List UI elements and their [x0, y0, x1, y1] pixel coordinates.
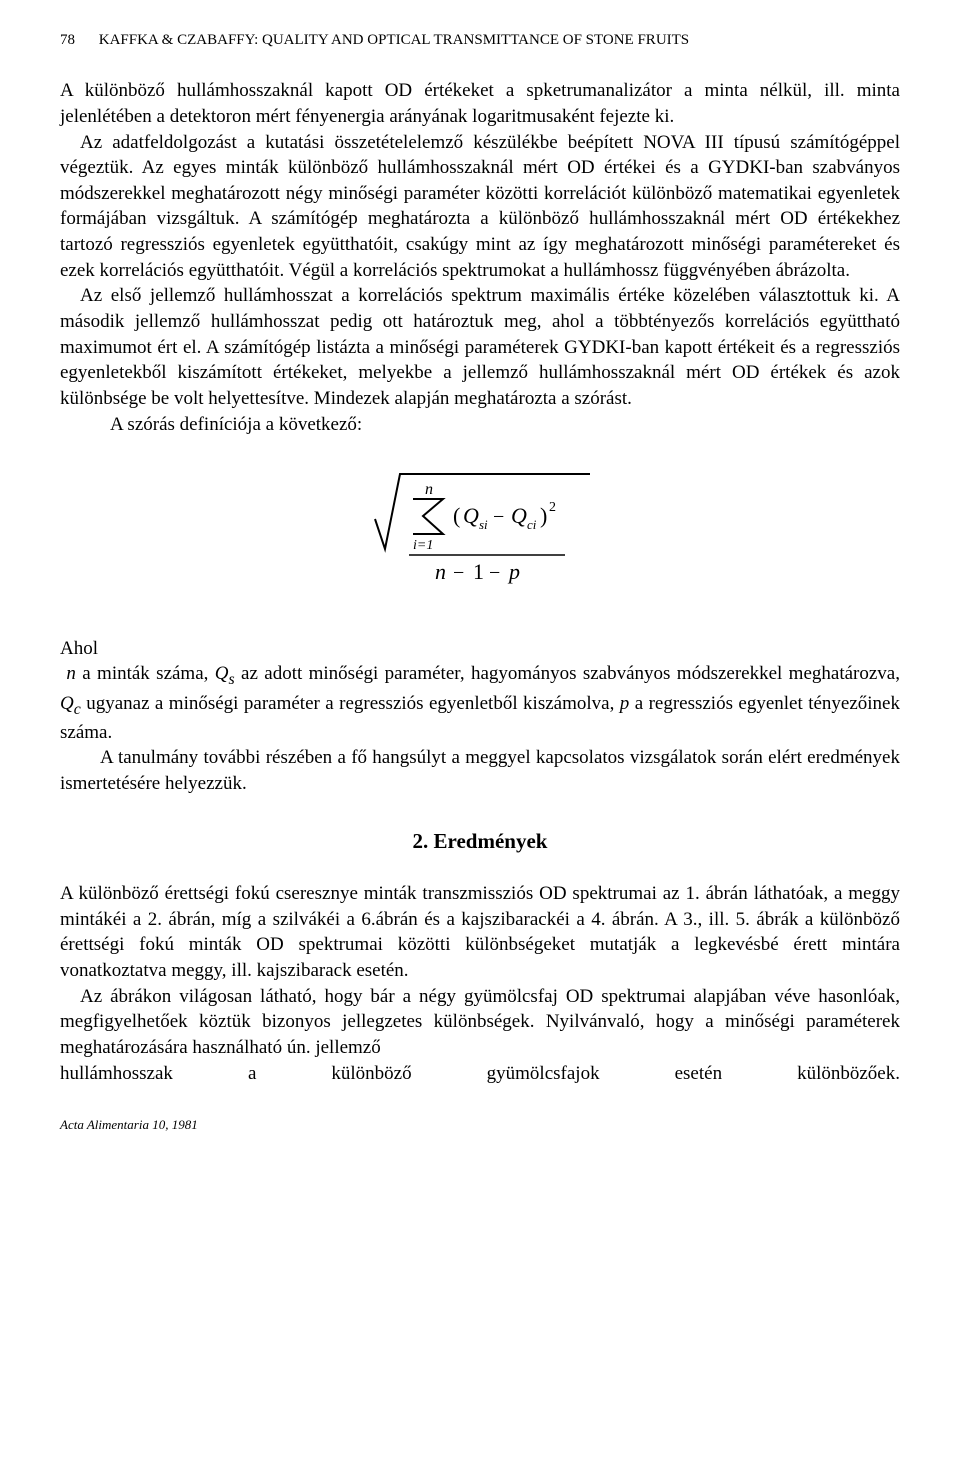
- var-qc: Q: [60, 693, 74, 714]
- svg-text:Q: Q: [511, 503, 527, 528]
- svg-text:Q: Q: [463, 503, 479, 528]
- sigma-lower-limit: i=1: [413, 538, 433, 553]
- page-number: 78: [60, 30, 75, 50]
- word-1: hullámhosszak: [60, 1063, 173, 1084]
- section-heading-results: 2. Eredmények: [60, 827, 900, 855]
- paragraph-7: A különböző érettségi fokú cseresznye mi…: [60, 881, 900, 984]
- where-label: Ahol: [60, 636, 900, 662]
- svg-text:−: −: [489, 562, 500, 584]
- svg-text:−: −: [453, 562, 464, 584]
- svg-text:ci: ci: [527, 517, 537, 532]
- sigma-upper-limit: n: [425, 481, 433, 498]
- var-qs: Q: [215, 663, 229, 684]
- svg-text:p: p: [507, 559, 520, 584]
- paragraph-8-last-line: hullámhosszak a különböző gyümölcsfajok …: [60, 1061, 900, 1087]
- paragraph-8: Az ábrákon világosan látható, hogy bár a…: [60, 984, 900, 1061]
- def-part-b: az adott minőségi paraméter, hagyományos…: [235, 663, 900, 684]
- journal-footer: Acta Alimentaria 10, 1981: [60, 1116, 900, 1134]
- svg-text:(: (: [453, 503, 460, 528]
- word-3: különböző: [331, 1063, 411, 1084]
- paragraph-2: Az adatfeldolgozást a kutatási összetéte…: [60, 130, 900, 284]
- var-qc-sub: c: [74, 700, 81, 717]
- paragraph-3: Az első jellemző hullámhosszat a korrelá…: [60, 283, 900, 411]
- word-5: esetén: [675, 1063, 722, 1084]
- svg-text:2: 2: [549, 500, 556, 515]
- word-2: a: [248, 1063, 256, 1084]
- paragraph-variable-definitions: n a minták száma, Qs az adott minőségi p…: [60, 661, 900, 745]
- word-4: gyümölcsfajok: [487, 1063, 600, 1084]
- svg-text:si: si: [479, 517, 488, 532]
- svg-text:1: 1: [473, 559, 484, 584]
- word-6: különbözőek.: [797, 1063, 900, 1084]
- running-title: KAFFKA & CZABAFFY: QUALITY AND OPTICAL T…: [99, 30, 689, 50]
- var-n: n: [66, 663, 76, 684]
- standard-deviation-formula: n i=1 ( Q si − Q ci ) 2 n − 1 − p: [60, 459, 900, 596]
- formula-intro: A szórás definíciója a következő:: [60, 412, 900, 438]
- svg-text:n: n: [435, 559, 446, 584]
- def-part-c: ugyanaz a minőségi paraméter a regresszi…: [81, 693, 620, 714]
- var-p: p: [620, 693, 630, 714]
- paragraph-1: A különböző hullámhosszaknál kapott OD é…: [60, 78, 900, 129]
- svg-text:): ): [540, 503, 547, 528]
- def-part-a: a minták száma,: [76, 663, 215, 684]
- paragraph-6: A tanulmány további részében a fő hangsú…: [60, 745, 900, 796]
- svg-text:−: −: [493, 506, 504, 528]
